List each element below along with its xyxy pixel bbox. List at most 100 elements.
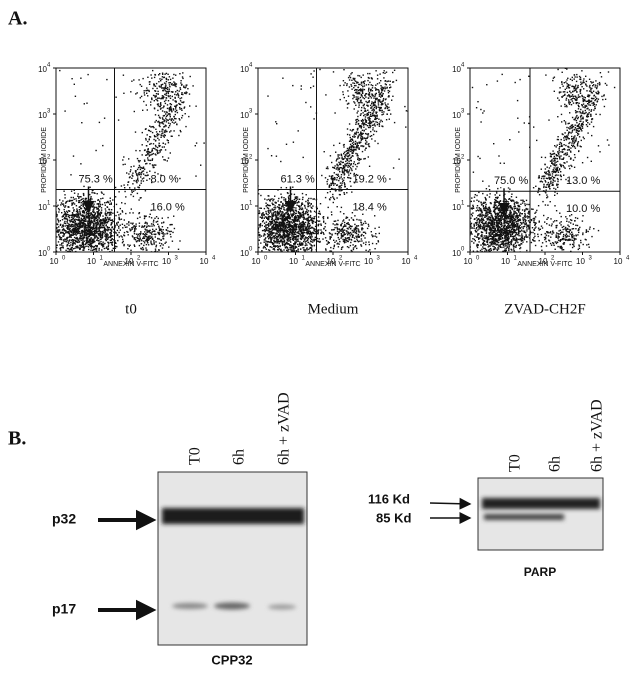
event-dot	[278, 234, 279, 235]
event-dot	[276, 219, 277, 220]
event-dot	[91, 245, 92, 246]
event-dot	[371, 110, 372, 111]
event-dot	[147, 151, 148, 152]
event-dot	[369, 244, 370, 245]
event-dot	[267, 245, 268, 246]
event-dot	[299, 234, 300, 235]
event-dot	[80, 208, 81, 209]
event-dot	[385, 107, 386, 108]
event-dot	[90, 204, 91, 205]
event-dot	[130, 229, 131, 230]
event-dot	[180, 89, 181, 90]
event-dot	[353, 220, 354, 221]
event-dot	[266, 205, 267, 206]
event-dot	[301, 228, 302, 229]
event-dot	[254, 241, 255, 242]
event-dot	[311, 234, 312, 235]
event-dot	[66, 245, 67, 246]
event-dot	[285, 203, 286, 204]
event-dot	[255, 194, 256, 195]
event-dot	[188, 116, 189, 117]
event-dot	[158, 145, 159, 146]
event-dot	[87, 240, 88, 241]
event-dot	[268, 238, 269, 239]
event-dot	[95, 224, 96, 225]
event-dot	[54, 215, 55, 216]
event-dot	[157, 138, 158, 139]
event-dot	[365, 244, 366, 245]
event-dot	[81, 246, 82, 247]
event-dot	[180, 131, 181, 132]
event-dot	[270, 223, 271, 224]
event-dot	[265, 247, 266, 248]
event-dot	[371, 106, 372, 107]
event-dot	[147, 90, 148, 91]
event-dot	[159, 98, 160, 99]
event-dot	[169, 231, 170, 232]
event-dot	[133, 254, 134, 255]
event-dot	[294, 241, 295, 242]
event-dot	[308, 200, 309, 201]
event-dot	[365, 250, 366, 251]
event-dot	[352, 136, 353, 137]
event-dot	[87, 222, 88, 223]
event-dot	[160, 229, 161, 230]
event-dot	[79, 221, 80, 222]
event-dot	[349, 154, 350, 155]
event-dot	[132, 228, 133, 229]
event-dot	[248, 220, 249, 221]
event-dot	[361, 110, 362, 111]
panel-label: A.	[8, 8, 27, 30]
event-dot	[185, 87, 186, 88]
event-dot	[170, 82, 171, 83]
event-dot	[254, 242, 255, 243]
marker-label: p32	[52, 511, 76, 527]
event-dot	[339, 164, 340, 165]
event-dot	[302, 224, 303, 225]
event-dot	[102, 145, 103, 146]
event-dot	[133, 166, 134, 167]
event-dot	[362, 136, 363, 137]
event-dot	[87, 74, 88, 75]
event-dot	[366, 141, 367, 142]
event-dot	[358, 219, 359, 220]
event-dot	[81, 245, 82, 246]
event-dot	[325, 223, 326, 224]
event-dot	[259, 253, 260, 254]
event-dot	[364, 95, 365, 96]
event-dot	[75, 226, 76, 227]
event-dot	[313, 221, 314, 222]
event-dot	[338, 237, 339, 238]
event-dot	[335, 233, 336, 234]
event-dot	[357, 96, 358, 97]
event-dot	[175, 118, 176, 119]
event-dot	[159, 106, 160, 107]
event-dot	[155, 246, 156, 247]
event-dot	[372, 95, 373, 96]
event-dot	[332, 181, 333, 182]
event-dot	[150, 131, 151, 132]
event-dot	[164, 101, 165, 102]
event-dot	[309, 243, 310, 244]
event-dot	[310, 240, 311, 241]
event-dot	[306, 245, 307, 246]
event-dot	[285, 198, 286, 199]
event-dot	[68, 253, 69, 254]
event-dot	[371, 103, 372, 104]
event-dot	[303, 223, 304, 224]
event-dot	[78, 218, 79, 219]
event-dot	[156, 216, 157, 217]
event-dot	[373, 105, 374, 106]
event-dot	[294, 225, 295, 226]
event-dot	[372, 236, 373, 237]
event-dot	[272, 200, 273, 201]
event-dot	[123, 245, 124, 246]
event-dot	[94, 237, 95, 238]
event-dot	[53, 214, 54, 215]
event-dot	[344, 184, 345, 185]
event-dot	[149, 91, 150, 92]
event-dot	[281, 215, 282, 216]
event-dot	[330, 238, 331, 239]
event-dot	[122, 236, 123, 237]
event-dot	[139, 160, 140, 161]
